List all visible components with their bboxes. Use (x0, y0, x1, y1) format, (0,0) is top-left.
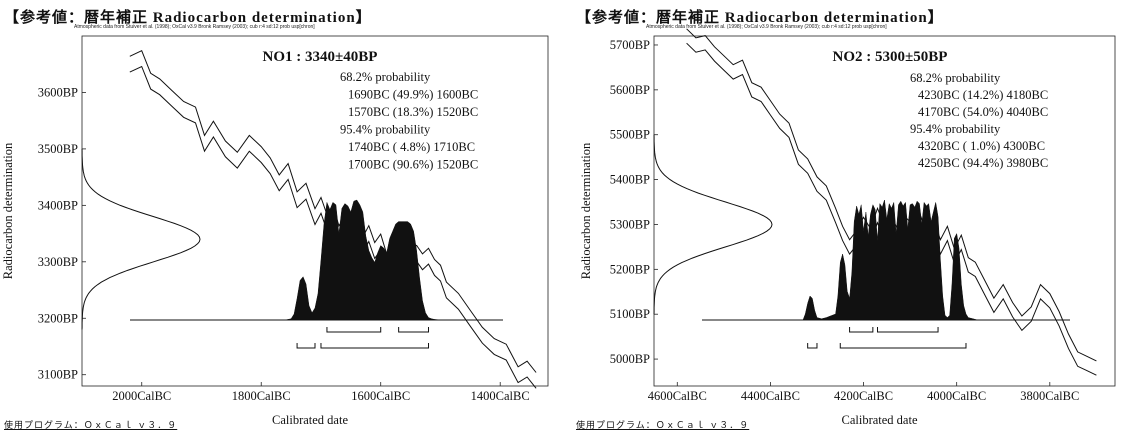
chart-header: 【参考値：暦年補正 Radiocarbon determination】 (4, 10, 372, 26)
probability-range-text: 4230BC (14.2%) 4180BC (918, 88, 1048, 102)
range-bracket-95 (320, 343, 430, 349)
x-axis-label: Calibrated date (272, 413, 348, 427)
chart-panel-no2: 【参考値：暦年補正 Radiocarbon determination】 Atm… (572, 0, 1129, 432)
chart-panel-no1: 【参考値：暦年補正 Radiocarbon determination】 Atm… (0, 0, 562, 432)
range-bracket-95 (839, 343, 967, 349)
y-tick-label: 5700BP (610, 38, 650, 52)
x-tick-label: 1400CalBC (471, 389, 530, 403)
x-tick-label: 4600CalBC (648, 389, 707, 403)
y-tick-label: 5200BP (610, 262, 650, 276)
y-tick-label: 5300BP (610, 217, 650, 231)
y-tick-label: 3500BP (38, 142, 78, 156)
measurement-distribution (81, 148, 201, 330)
y-tick-label: 5500BP (610, 128, 650, 142)
chart-svg: 5700BP 5600BP 5500BP 5400BP 5300BP 5200BP 5100… (579, 28, 1116, 427)
y-tick-label: 5100BP (610, 307, 650, 321)
probability-range-text: 1690BC (49.9%) 1600BC (348, 88, 478, 102)
chart-header: 【参考値：暦年補正 Radiocarbon determination】 (576, 10, 944, 26)
probability-range-text: 68.2% probability (340, 70, 431, 84)
source-note: Atmospheric data from Stuiver et al. (19… (646, 24, 887, 30)
probability-range-text: 1740BC ( 4.8%) 1710BC (348, 140, 475, 154)
range-bracket-95 (296, 343, 316, 349)
probability-range-text: 4170BC (54.0%) 4040BC (918, 105, 1048, 119)
range-bracket-68 (849, 327, 874, 333)
x-tick-label: 2000CalBC (112, 389, 171, 403)
program-credit: 使用プログラム：ＯｘＣａｌ ｖ３．９ (576, 420, 750, 430)
chart-title: NO2 : 5300±50BP (833, 49, 948, 65)
y-axis-label: Radiocarbon determination (579, 142, 593, 279)
probability-range-text: 68.2% probability (910, 71, 1001, 85)
posterior-distribution (285, 199, 441, 321)
chart-svg: 3600BP 3500BP 3400BP 3300BP 3200BP 3100BP 2000… (1, 35, 549, 427)
x-axis-label: Calibrated date (841, 413, 917, 427)
probability-range-text: 95.4% probability (910, 122, 1001, 136)
y-tick-label: 3100BP (38, 368, 78, 382)
range-bracket-95 (807, 343, 818, 349)
y-tick-label: 5000BP (610, 352, 650, 366)
x-tick-label: 4000CalBC (927, 389, 986, 403)
measurement-distribution (653, 134, 773, 315)
probability-range-text: 4250BC (94.4%) 3980BC (918, 156, 1048, 170)
x-tick-label: 1800CalBC (232, 389, 291, 403)
probability-range-text: 1570BC (18.3%) 1520BC (348, 105, 478, 119)
y-tick-label: 3400BP (38, 198, 78, 212)
range-bracket-68 (877, 327, 939, 333)
y-tick-label: 3300BP (38, 255, 78, 269)
y-tick-label: 5600BP (610, 83, 650, 97)
y-tick-label: 3600BP (38, 85, 78, 99)
posterior-distribution (802, 199, 978, 321)
y-tick-label: 5400BP (610, 173, 650, 187)
chart-title: NO1 : 3340±40BP (263, 49, 378, 65)
plot-frame (81, 35, 549, 387)
program-credit: 使用プログラム：ＯｘＣａｌ ｖ３．９ (4, 420, 178, 430)
x-tick-label: 4400CalBC (741, 389, 800, 403)
x-tick-label: 3800CalBC (1020, 389, 1079, 403)
probability-range-text: 95.4% probability (340, 123, 431, 137)
x-tick-label: 4200CalBC (834, 389, 893, 403)
probability-range-text: 4320BC ( 1.0%) 4300BC (918, 139, 1045, 153)
range-bracket-68 (326, 327, 382, 333)
source-note: Atmospheric data from Stuiver et al. (19… (74, 24, 315, 30)
y-tick-label: 3200BP (38, 311, 78, 325)
y-axis-label: Radiocarbon determination (1, 142, 15, 279)
probability-range-text: 1700BC (90.6%) 1520BC (348, 158, 478, 172)
x-tick-label: 1600CalBC (351, 389, 410, 403)
plot-frame (653, 35, 1116, 387)
range-bracket-68 (398, 327, 430, 333)
